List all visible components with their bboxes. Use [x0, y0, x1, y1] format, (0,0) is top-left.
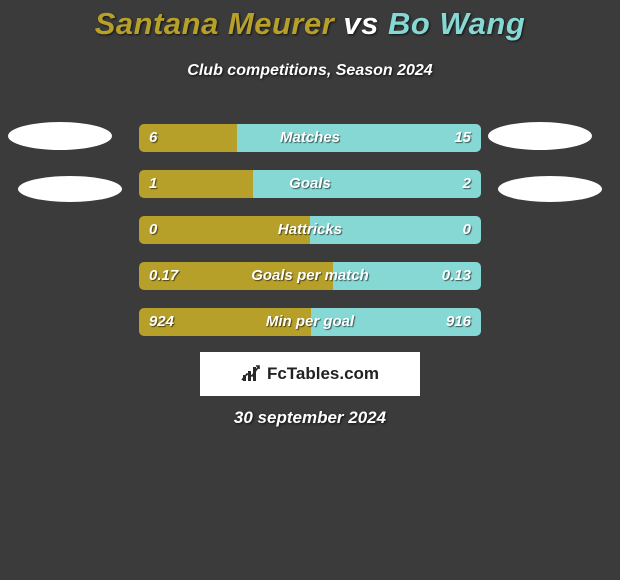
subtitle: Club competitions, Season 2024	[0, 62, 620, 80]
vs-text: vs	[343, 6, 378, 41]
brand-box: FcTables.com	[200, 352, 420, 396]
avatar-placeholder-left-1	[8, 122, 112, 150]
stat-row: 0.170.13Goals per match	[139, 262, 481, 290]
player2-name: Bo Wang	[388, 6, 525, 41]
page-title: Santana Meurer vs Bo Wang	[0, 6, 620, 42]
brand-text: FcTables.com	[267, 364, 379, 384]
stats-container: 615Matches 12Goals 00Hattricks 0.170.13Goal…	[139, 124, 481, 354]
avatar-placeholder-left-2	[18, 176, 122, 202]
stat-row: 924916Min per goal	[139, 308, 481, 336]
stat-row: 00Hattricks	[139, 216, 481, 244]
comparison-infographic: Santana Meurer vs Bo Wang Club competiti…	[0, 0, 620, 580]
date-text: 30 september 2024	[0, 408, 620, 428]
stat-row: 615Matches	[139, 124, 481, 152]
stat-label: Goals per match	[139, 262, 481, 290]
stat-label: Min per goal	[139, 308, 481, 336]
player1-name: Santana Meurer	[95, 6, 335, 41]
stat-label: Goals	[139, 170, 481, 198]
stat-label: Hattricks	[139, 216, 481, 244]
avatar-placeholder-right-2	[498, 176, 602, 202]
stat-label: Matches	[139, 124, 481, 152]
avatar-placeholder-right-1	[488, 122, 592, 150]
stat-row: 12Goals	[139, 170, 481, 198]
chart-icon	[241, 363, 263, 385]
